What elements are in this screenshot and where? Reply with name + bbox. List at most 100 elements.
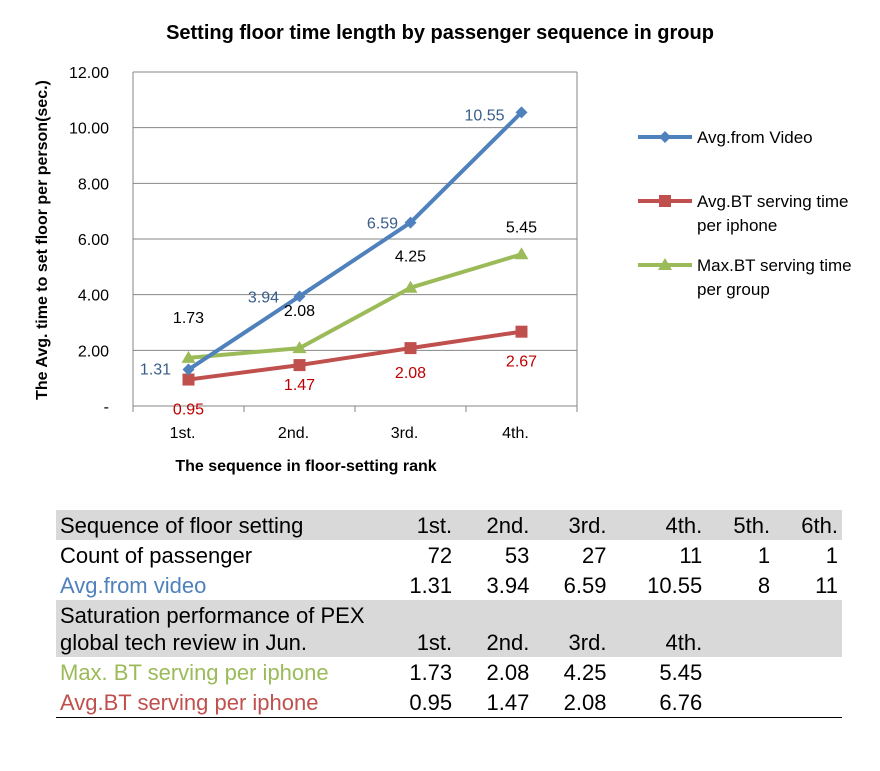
data-label: 1.73: [173, 310, 204, 327]
y-tick-label: 12.00: [69, 65, 109, 82]
table-cell: 4.25: [563, 660, 607, 685]
chart-title: Setting floor time length by passenger s…: [166, 22, 714, 44]
legend-item: Avg.BT serving time per iphone: [638, 192, 849, 235]
row-label: Saturation performance of PEX global tec…: [56, 600, 379, 657]
data-label: 2.08: [395, 365, 426, 382]
table-cell: 5.45: [659, 660, 703, 685]
table-row: Count of passenger 72 53 27 11 1 1: [56, 540, 842, 570]
legend-item: Max.BT serving time per group: [638, 256, 852, 299]
table-cell: 8: [757, 573, 771, 598]
table-cell: 1: [757, 543, 771, 568]
table-cell: 72: [427, 543, 453, 568]
line-chart: Setting floor time length by passenger s…: [34, 22, 852, 475]
table-cell: 2nd.: [456, 600, 534, 657]
data-point: [182, 373, 195, 386]
table-cell: 2.08: [486, 660, 530, 685]
data-label: 10.55: [464, 107, 504, 124]
table-cell: [774, 600, 842, 657]
table-row: Saturation performance of PEX global tec…: [56, 600, 842, 657]
data-label: 1.31: [140, 362, 171, 379]
table-cell: 1.47: [456, 687, 534, 718]
data-label: 2.67: [506, 354, 537, 371]
y-axis-title: The Avg. time to set floor per person(se…: [34, 80, 51, 400]
series-2: [181, 247, 529, 363]
table-row: Max. BT serving per iphone 1.73 2.08 4.25 5.…: [56, 657, 842, 687]
data-label: 2.08: [284, 303, 315, 320]
table-cell: 1.31: [409, 573, 453, 598]
table-cell: 11: [679, 543, 703, 568]
table-row: Avg.BT serving per iphone 0.95 1.47 2.08 6.7…: [56, 687, 842, 718]
data-point: [403, 280, 418, 293]
table-cell: 6.59: [563, 573, 607, 598]
table-cell: [706, 657, 774, 687]
x-tick-label: 2nd.: [278, 425, 309, 442]
data-point: [515, 106, 528, 119]
row-label: Max. BT serving per iphone: [60, 660, 329, 685]
table-cell: 10.55: [647, 573, 703, 598]
table-cell: 3rd.: [533, 510, 611, 540]
x-axis-title: The sequence in floor-setting rank: [175, 458, 436, 475]
legend-label: Avg.from Video: [697, 128, 813, 147]
x-tick-label: 4th.: [502, 425, 529, 442]
data-point: [293, 290, 306, 303]
data-point: [292, 341, 307, 354]
y-tick-label: 10.00: [69, 121, 109, 138]
x-tick-label: 1st.: [170, 425, 196, 442]
summary-table-body: Sequence of floor setting 1st. 2nd. 3rd. 4th…: [56, 510, 842, 718]
data-label: 1.47: [284, 377, 315, 394]
table-cell: 11: [815, 573, 838, 598]
legend-label: Avg.BT serving time: [697, 192, 849, 211]
table-cell: 2.08: [533, 687, 611, 718]
row-label: Avg.BT serving per iphone: [56, 687, 379, 718]
legend-label: per iphone: [697, 216, 777, 235]
table-row: Sequence of floor setting 1st. 2nd. 3rd. 4th…: [56, 510, 842, 540]
table-cell: 53: [504, 543, 530, 568]
plot-area: - 2.00 4.00 6.00 8.00 10.00 12.00 1st. 2nd. 3rd. 4…: [69, 65, 578, 442]
data-label: 4.25: [395, 249, 426, 266]
table-cell: [706, 600, 775, 657]
data-point: [181, 350, 196, 363]
legend: Avg.from Video Avg.BT serving time per iph…: [638, 128, 852, 299]
legend-item: Avg.from Video: [638, 128, 813, 147]
x-tick-label: 3rd.: [391, 425, 419, 442]
row-label: Avg.from video: [60, 573, 207, 598]
table-cell: [774, 657, 842, 687]
y-tick-label: 6.00: [78, 232, 109, 249]
table-cell: 1st.: [379, 600, 457, 657]
table-cell: [706, 687, 775, 718]
series-line: [187, 110, 523, 372]
legend-marker: [659, 131, 671, 143]
data-label: 3.94: [248, 289, 279, 306]
table-cell: 6.76: [610, 687, 707, 718]
summary-table: Sequence of floor setting 1st. 2nd. 3rd. 4th…: [56, 510, 842, 718]
table-cell: 2nd.: [456, 510, 534, 540]
data-point: [404, 216, 417, 229]
legend-marker: [659, 195, 671, 207]
table-cell: 3.94: [486, 573, 530, 598]
table-cell: 6th.: [774, 510, 842, 540]
table-cell: 1.73: [409, 660, 453, 685]
row-label: Count of passenger: [60, 543, 253, 568]
y-tick-label: 2.00: [78, 343, 109, 360]
series-line: [188, 252, 523, 360]
legend-label: per group: [697, 280, 770, 299]
table-cell: 0.95: [379, 687, 457, 718]
data-point: [515, 325, 528, 338]
table-cell: [774, 687, 842, 718]
data-point: [182, 363, 195, 376]
table-cell: 4th.: [610, 600, 707, 657]
table-cell: 27: [581, 543, 607, 568]
data-point: [293, 359, 306, 372]
data-point: [514, 247, 529, 260]
data-label: 5.45: [506, 219, 537, 236]
legend-marker: [658, 258, 672, 270]
data-label: 6.59: [367, 216, 398, 233]
series-line: [188, 329, 522, 382]
y-tick-label: -: [104, 399, 109, 416]
legend-label: Max.BT serving time: [697, 256, 852, 275]
data-point: [404, 342, 417, 355]
y-tick-label: 8.00: [78, 176, 109, 193]
table-cell: 3rd.: [533, 600, 611, 657]
series-0: [182, 106, 528, 376]
y-tick-label: 4.00: [78, 288, 109, 305]
